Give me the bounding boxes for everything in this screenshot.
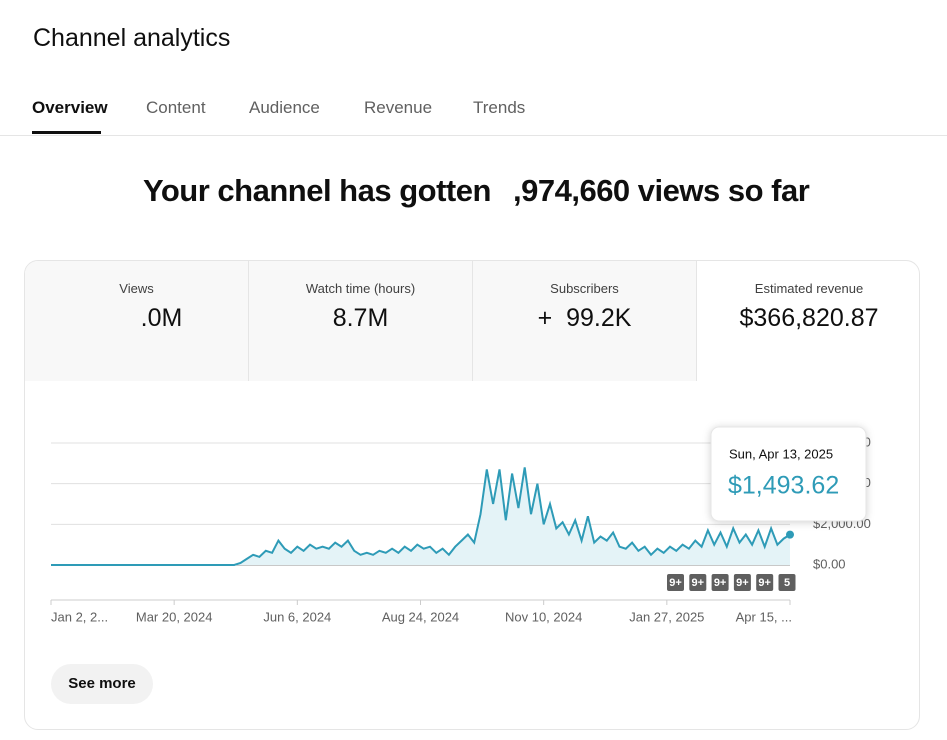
annotation-badge xyxy=(756,574,774,591)
tab[interactable]: Revenue xyxy=(364,98,433,117)
annotation-label: 5 xyxy=(784,577,790,589)
annotation-label: 9+ xyxy=(758,577,771,589)
annotation-badge xyxy=(778,574,796,591)
headline: ,974,660 views so far xyxy=(513,173,810,208)
annotation-label: 9+ xyxy=(669,577,682,589)
metric-tile[interactable]: Views .0M xyxy=(25,261,249,381)
annotation-label: 9+ xyxy=(736,577,749,589)
tooltip: Sun, Apr 13, 2025 $1,493.62 xyxy=(710,426,867,522)
tooltip-box xyxy=(710,426,867,522)
metric-label: Watch time (hours) xyxy=(305,281,416,296)
tab[interactable]: Audience xyxy=(249,98,320,117)
metric-value: + 99.2K xyxy=(537,304,632,332)
annotation-label: 9+ xyxy=(692,577,705,589)
x-tick-label: Jan 27, 2025 xyxy=(629,609,704,624)
annotation-label: 9+ xyxy=(714,577,727,589)
tab[interactable]: Trends xyxy=(473,98,526,117)
metric-tile[interactable]: Watch time (hours) 8.7M xyxy=(249,261,473,381)
area xyxy=(51,467,790,565)
x-tick-label: Nov 10, 2024 xyxy=(505,609,582,624)
metric-tile[interactable]: Subscribers + 99.2K xyxy=(473,261,697,381)
metric-value: 8.7M xyxy=(332,304,389,332)
metric-value: .0M xyxy=(140,304,183,332)
x-tick-label: Mar 20, 2024 xyxy=(136,609,213,624)
metric-label: Views xyxy=(119,281,154,296)
annotation-badge xyxy=(711,574,729,591)
metric-label: Subscribers xyxy=(550,281,619,296)
annotation-badge xyxy=(667,574,684,591)
hover-point xyxy=(786,530,794,539)
metric-value: $366,820.87 xyxy=(739,304,879,332)
annotation-badge xyxy=(689,574,707,591)
metric-tile[interactable]: Estimated revenue $366,820.87 xyxy=(697,261,919,381)
see-more-button[interactable]: See more xyxy=(51,664,153,704)
headline: Your channel has gotten xyxy=(143,173,491,208)
metric-label: Estimated revenue xyxy=(754,281,864,296)
analytics-card: Views .0M Watch time (hours) 8.7M Subscrib… xyxy=(24,260,920,730)
tooltip-date: Sun, Apr 13, 2025 xyxy=(729,446,833,461)
x-tick-label: Apr 15, ... xyxy=(736,609,792,624)
x-tick-label: Jun 6, 2024 xyxy=(263,609,331,624)
tab-underline xyxy=(32,131,101,134)
x-tick-label: Aug 24, 2024 xyxy=(382,609,459,624)
y-tick-label: $0.00 xyxy=(813,556,846,571)
x-tick-label: Jan 2, 2... xyxy=(51,609,108,624)
line xyxy=(51,467,791,566)
page-title: Channel analytics xyxy=(33,24,231,52)
tab[interactable]: Content xyxy=(146,98,206,117)
tooltip-value: $1,493.62 xyxy=(728,472,839,500)
annotation-badge xyxy=(733,574,751,591)
divider xyxy=(0,135,947,136)
tab[interactable]: Overview xyxy=(32,98,108,117)
